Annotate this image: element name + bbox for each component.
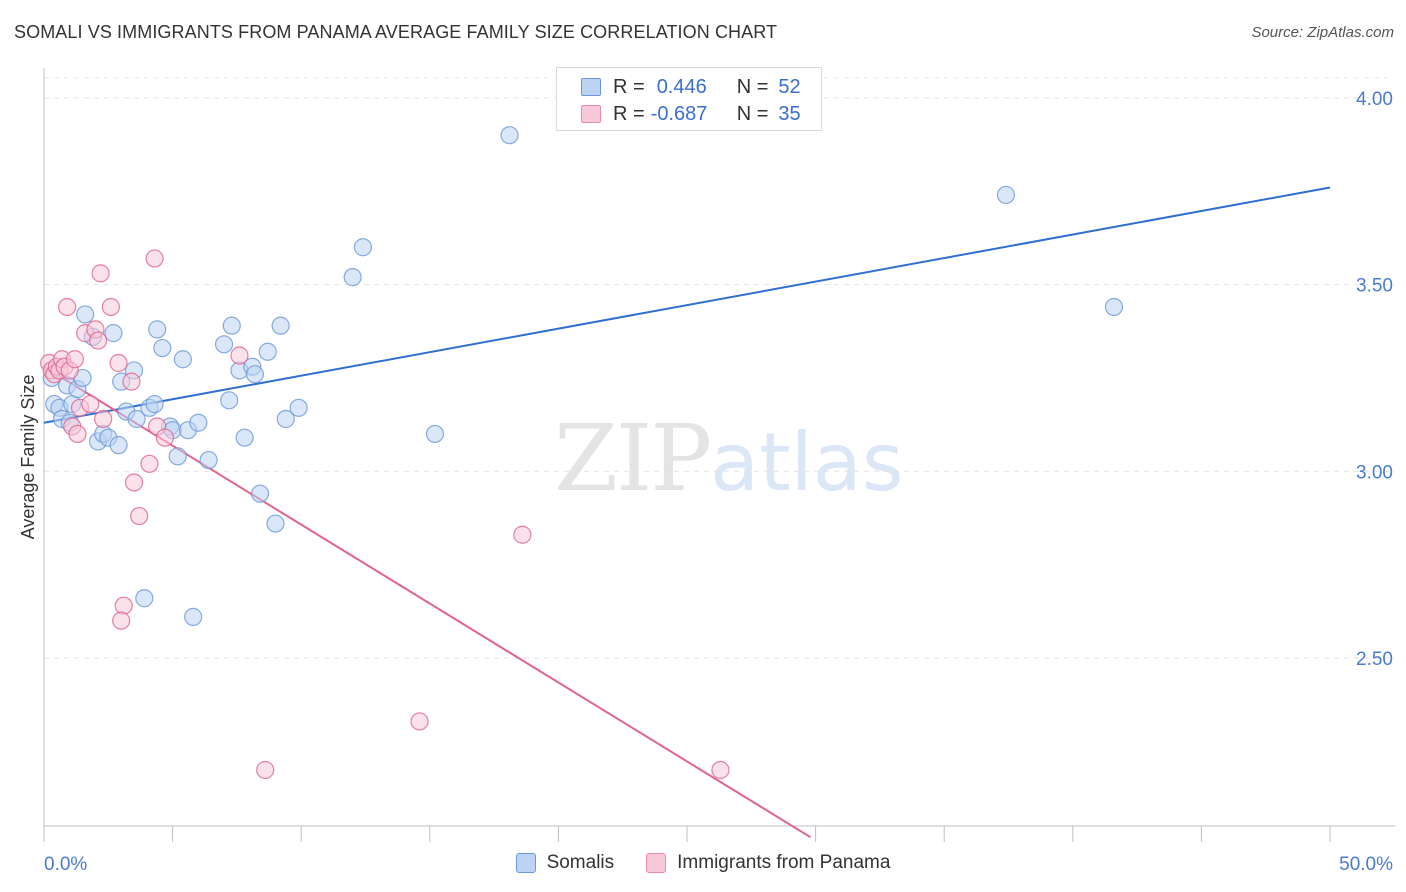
somali-point — [189, 413, 208, 432]
somali-point — [266, 514, 285, 533]
y-tick-label: 4.00 — [1356, 89, 1393, 110]
legend-row-somalis: R = 0.446 N = 52 — [581, 74, 801, 100]
series-label-somalis: Somalis — [546, 852, 615, 873]
somali-point — [271, 316, 290, 335]
watermark: ZIPatlas — [554, 405, 904, 512]
somali-point — [168, 447, 187, 466]
series-legend-panama: Immigrants from Panama — [646, 852, 890, 874]
y-tick-label: 3.00 — [1356, 462, 1393, 483]
panama-point — [101, 297, 120, 317]
panama-point — [65, 350, 84, 369]
panama-point — [112, 611, 131, 630]
data-points — [40, 126, 1124, 780]
legend-r-label: R = — [613, 102, 645, 125]
somali-point — [135, 589, 154, 608]
panama-point — [145, 249, 164, 268]
somali-trend-line — [43, 186, 1331, 424]
y-axis-label: Average Family Size — [18, 375, 38, 540]
panama-point — [140, 454, 159, 473]
panama-point — [513, 525, 532, 544]
somali-point — [127, 409, 146, 429]
series-legend-somalis: Somalis — [515, 852, 615, 874]
tick-labels: 2.50 3.00 3.50 4.00 0.0% 50.0% Average Family … — [18, 89, 1393, 875]
panama-point — [68, 424, 87, 444]
somali-point — [109, 436, 128, 455]
watermark-zip: ZIP — [554, 405, 712, 512]
somali-point — [76, 305, 95, 324]
somali-point — [222, 316, 241, 335]
trend-lines — [43, 186, 1331, 839]
somali-point — [250, 484, 270, 503]
series-swatch-somalis — [515, 853, 536, 873]
panama-point — [124, 473, 144, 492]
chart-title: SOMALI VS IMMIGRANTS FROM PANAMA AVERAGE… — [14, 22, 778, 42]
panama-point — [130, 506, 149, 526]
somali-point — [500, 126, 519, 145]
somali-point — [145, 394, 164, 414]
watermark-atlas: atlas — [710, 416, 904, 509]
somali-point — [153, 338, 172, 358]
legend-r-label: R = — [613, 75, 645, 98]
panama-point — [122, 372, 141, 391]
panama-point — [114, 596, 133, 615]
panama-trend-line — [43, 365, 811, 839]
panama-point — [58, 297, 77, 317]
panama-point — [91, 264, 110, 283]
somali-point — [214, 335, 234, 354]
somali-point — [996, 185, 1016, 205]
somali-point — [276, 409, 295, 429]
series-swatch-panama — [646, 853, 667, 873]
somali-point — [425, 424, 445, 444]
panama-point — [94, 409, 113, 429]
somali-point — [343, 268, 362, 287]
somali-point — [148, 320, 167, 339]
legend-r-value: -0.687 — [650, 102, 708, 125]
somali-point — [220, 391, 239, 410]
y-tick-label: 2.50 — [1356, 649, 1393, 670]
somali-point — [173, 350, 192, 369]
panama-point — [410, 712, 429, 731]
x-tick-label: 0.0% — [44, 854, 87, 875]
panama-point — [88, 331, 108, 350]
legend-swatch-panama — [581, 105, 601, 123]
somali-point — [104, 324, 123, 343]
panama-point — [81, 394, 100, 414]
source-label: Source: ZipAtlas.com — [1251, 24, 1394, 41]
panama-point — [155, 428, 174, 447]
series-legend: Somalis Immigrants from Panama — [0, 852, 1406, 874]
somali-point — [1104, 297, 1124, 317]
legend-n-value: 35 — [778, 102, 801, 125]
somali-point — [258, 342, 277, 361]
axes — [43, 68, 1395, 842]
legend-swatch-somalis — [581, 78, 601, 96]
panama-point — [109, 353, 128, 373]
legend-n-label: N = — [736, 102, 769, 125]
panama-point — [711, 760, 730, 780]
somali-point — [353, 238, 373, 257]
x-tick-label: 50.0% — [1339, 854, 1393, 875]
correlation-legend: R = 0.446 N = 52 R = -0.687 N = 35 — [556, 67, 822, 131]
somali-point — [235, 428, 254, 447]
somali-point — [289, 398, 308, 417]
series-label-panama: Immigrants from Panama — [677, 852, 891, 873]
legend-r-value: 0.446 — [656, 75, 707, 98]
somali-point — [184, 607, 203, 626]
somali-point — [245, 365, 265, 384]
y-tick-label: 3.50 — [1356, 276, 1393, 297]
legend-n-label: N = — [736, 75, 769, 98]
somali-point — [199, 450, 218, 470]
legend-row-panama: R = -0.687 N = 35 — [581, 101, 801, 127]
panama-point — [230, 346, 249, 365]
legend-n-value: 52 — [778, 75, 801, 98]
panama-point — [256, 760, 275, 780]
